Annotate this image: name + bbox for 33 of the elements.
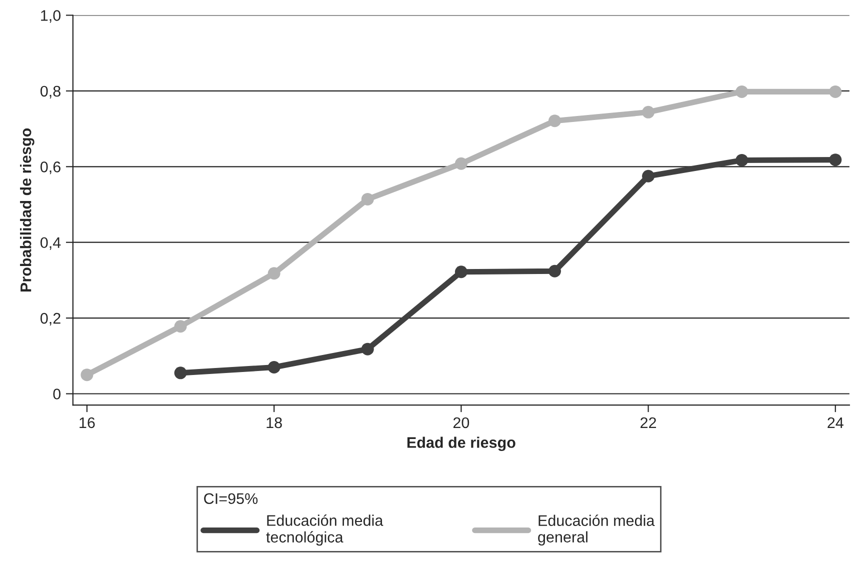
y-tick-label: 0,8 bbox=[40, 86, 60, 98]
y-tick-label: 1,0 bbox=[41, 10, 61, 23]
point bbox=[80, 368, 94, 382]
y-tick-label: 0,2 bbox=[40, 312, 60, 326]
x-tick-label: 24 bbox=[828, 417, 844, 428]
point bbox=[361, 192, 374, 206]
point bbox=[548, 114, 561, 128]
y-tick-label: 0,6 bbox=[40, 162, 60, 174]
point bbox=[174, 320, 187, 333]
x-tick-label: 22 bbox=[640, 417, 656, 428]
y-axis-title: Probabilidad de riesgo bbox=[20, 128, 34, 292]
point bbox=[829, 154, 842, 166]
x-tick-label: 16 bbox=[80, 417, 95, 428]
x-tick-label: 18 bbox=[266, 417, 282, 428]
point bbox=[361, 342, 374, 356]
legend-label: Educación media general bbox=[538, 514, 655, 546]
x-tick-label: 20 bbox=[453, 417, 470, 428]
point bbox=[548, 264, 561, 278]
point bbox=[268, 361, 280, 374]
x-axis-title: Edad de riesgo bbox=[407, 436, 516, 452]
point bbox=[736, 154, 748, 166]
y-tick-label: 0,4 bbox=[40, 237, 61, 250]
point bbox=[174, 366, 187, 380]
legend-title: CI=95% bbox=[204, 493, 258, 504]
legend-label: Educación media tecnológica bbox=[266, 514, 384, 546]
point bbox=[454, 157, 468, 170]
point bbox=[829, 85, 842, 98]
y-tick-label: 0 bbox=[53, 388, 61, 400]
point bbox=[642, 106, 655, 118]
point bbox=[642, 170, 655, 182]
point bbox=[736, 85, 748, 98]
point bbox=[454, 266, 468, 278]
point bbox=[268, 267, 280, 280]
